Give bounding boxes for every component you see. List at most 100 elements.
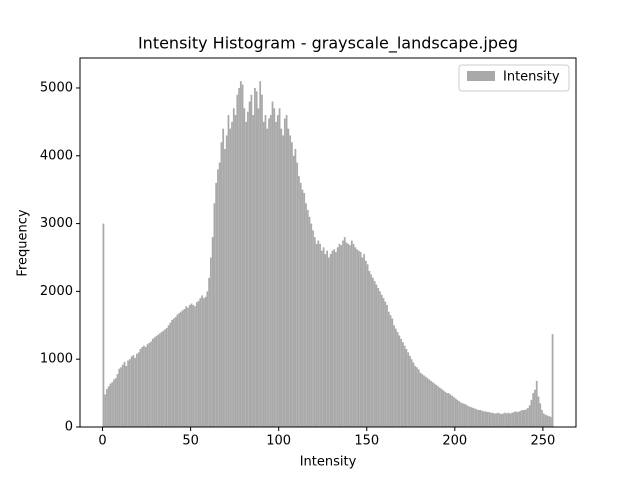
bar xyxy=(199,298,202,427)
bar xyxy=(354,247,357,427)
bar xyxy=(104,394,107,427)
bar xyxy=(435,384,438,427)
bar xyxy=(377,287,380,427)
bar xyxy=(451,395,454,427)
bar xyxy=(187,307,189,427)
bar xyxy=(285,115,288,427)
bar xyxy=(113,379,115,427)
bar xyxy=(525,409,528,427)
bar xyxy=(444,391,447,427)
bar xyxy=(209,257,212,427)
bar xyxy=(289,135,292,428)
bar xyxy=(306,210,309,427)
bar xyxy=(352,243,355,427)
bar xyxy=(343,237,346,427)
bar xyxy=(180,311,182,427)
bar xyxy=(296,162,299,428)
bar xyxy=(509,413,512,427)
bar xyxy=(495,413,498,427)
bar xyxy=(400,338,402,427)
bar xyxy=(497,412,499,427)
bar xyxy=(144,346,147,427)
bar xyxy=(472,408,475,427)
bar xyxy=(308,216,311,427)
bar xyxy=(252,115,255,427)
bar xyxy=(338,243,341,427)
bar xyxy=(511,412,513,427)
bar xyxy=(218,162,221,428)
bar xyxy=(171,319,173,427)
bar xyxy=(195,302,198,427)
bar xyxy=(158,333,161,427)
bar xyxy=(317,240,320,427)
bar xyxy=(329,254,332,427)
bar xyxy=(382,298,385,427)
y-tick-label: 4000 xyxy=(40,148,73,163)
x-tick-label: 150 xyxy=(354,434,379,449)
bar xyxy=(134,357,137,427)
bar xyxy=(410,359,413,427)
bar xyxy=(447,393,450,427)
bar xyxy=(414,365,417,427)
bar xyxy=(405,349,408,427)
bar xyxy=(132,355,135,427)
bar xyxy=(475,409,478,427)
bar xyxy=(190,303,193,427)
bar xyxy=(275,121,277,428)
bar xyxy=(514,411,517,427)
bar xyxy=(201,295,203,427)
x-tick-label: 250 xyxy=(530,434,555,449)
bar xyxy=(421,374,424,427)
bar xyxy=(141,346,144,427)
bar xyxy=(379,291,381,427)
bar xyxy=(326,250,328,427)
bar xyxy=(160,332,163,427)
bar xyxy=(537,396,540,427)
bar xyxy=(222,128,225,427)
bar xyxy=(424,376,427,427)
bar xyxy=(363,254,365,427)
x-tick-label: 100 xyxy=(266,434,291,449)
bar xyxy=(322,247,325,427)
bar xyxy=(178,313,181,427)
bar xyxy=(440,389,443,427)
bar xyxy=(305,203,307,427)
bar xyxy=(234,115,237,427)
legend-swatch xyxy=(467,71,495,81)
bar xyxy=(202,298,205,427)
bar xyxy=(125,365,128,427)
bar xyxy=(165,328,168,427)
bar xyxy=(268,118,270,427)
bar xyxy=(331,250,334,427)
bar xyxy=(151,338,154,427)
bar xyxy=(431,382,434,427)
bar xyxy=(512,412,515,427)
bar xyxy=(433,383,436,427)
bar xyxy=(403,345,406,427)
y-axis-label: Frequency xyxy=(16,209,31,276)
x-axis-label: Intensity xyxy=(300,455,357,470)
bar xyxy=(350,240,353,427)
bar xyxy=(254,87,256,428)
bar xyxy=(143,345,145,427)
bar xyxy=(417,369,420,427)
bar xyxy=(319,243,321,427)
bar xyxy=(387,311,390,427)
bar xyxy=(423,375,425,427)
bar xyxy=(516,412,519,427)
bar xyxy=(518,411,520,427)
bar xyxy=(139,349,142,427)
bar xyxy=(361,257,364,427)
bar xyxy=(271,101,274,427)
bar xyxy=(347,243,350,427)
bar xyxy=(123,361,126,427)
bar xyxy=(109,383,112,427)
bar xyxy=(430,380,432,427)
bar xyxy=(229,128,232,427)
bar xyxy=(128,359,131,427)
bar xyxy=(521,410,524,427)
bar xyxy=(206,291,209,427)
y-tick-label: 5000 xyxy=(40,80,73,95)
bar xyxy=(419,372,422,427)
bar xyxy=(278,108,281,428)
